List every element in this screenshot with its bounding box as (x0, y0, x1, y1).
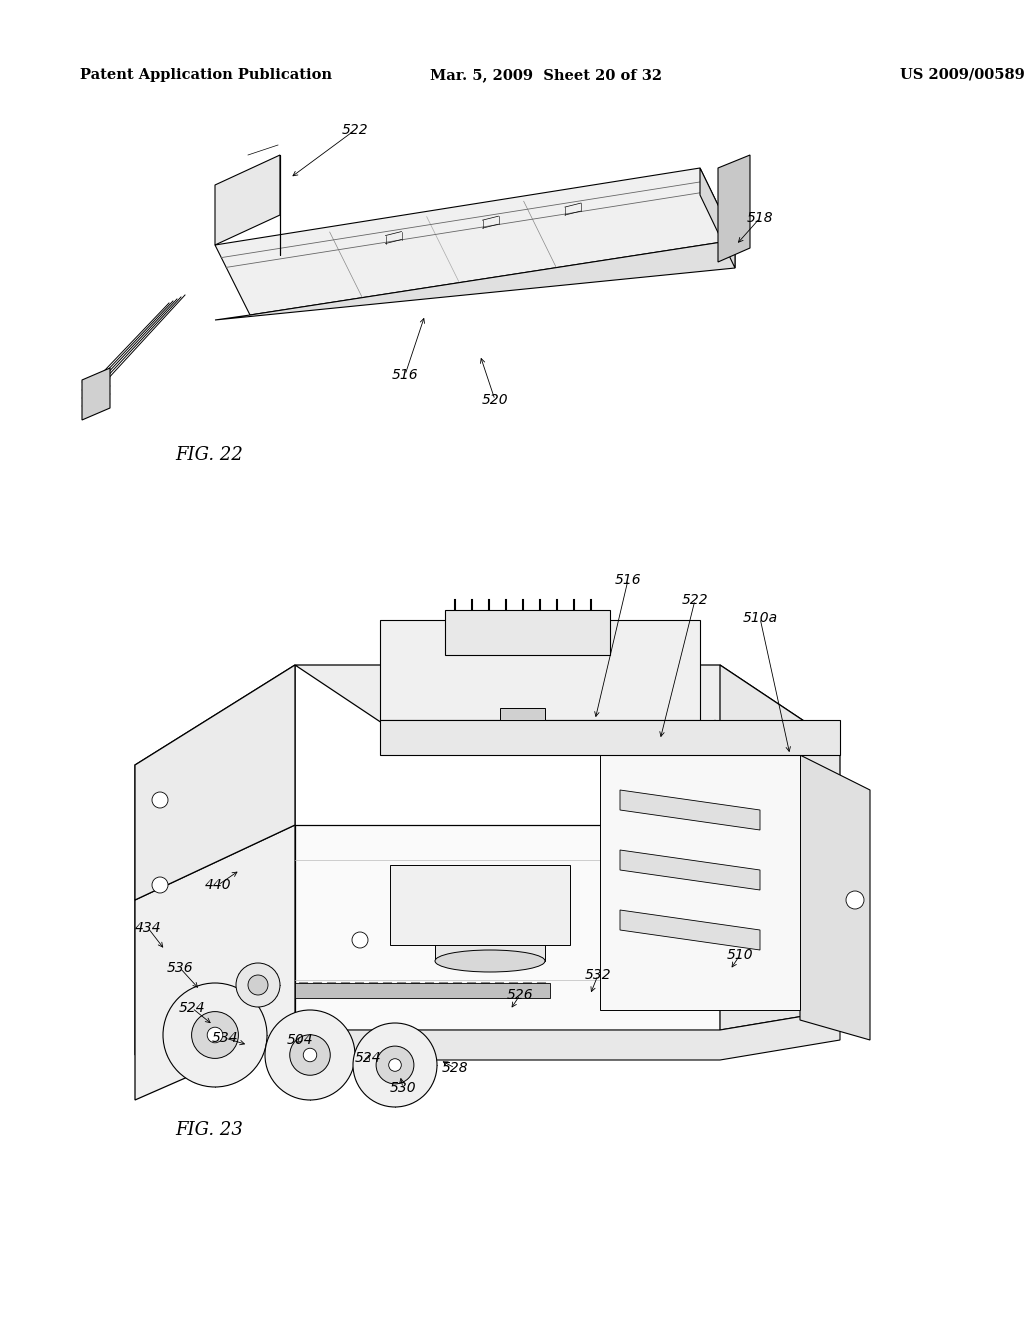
Circle shape (207, 1027, 223, 1043)
Polygon shape (135, 665, 295, 1055)
Text: 534: 534 (212, 1031, 239, 1045)
Polygon shape (718, 154, 750, 261)
Circle shape (353, 1023, 437, 1107)
Circle shape (163, 983, 267, 1086)
Polygon shape (295, 825, 720, 1030)
Polygon shape (435, 895, 545, 961)
Text: 510: 510 (727, 948, 754, 962)
Text: 518: 518 (746, 211, 773, 224)
Text: 510a: 510a (742, 611, 777, 624)
Circle shape (191, 1011, 239, 1059)
Circle shape (389, 1059, 401, 1072)
Circle shape (265, 1010, 355, 1100)
Text: 528: 528 (441, 1061, 468, 1074)
Text: 516: 516 (392, 368, 419, 381)
Text: 440: 440 (205, 878, 231, 892)
Polygon shape (295, 665, 840, 744)
Polygon shape (380, 719, 840, 755)
Text: 522: 522 (682, 593, 709, 607)
Polygon shape (700, 168, 735, 268)
Text: FIG. 23: FIG. 23 (175, 1121, 243, 1139)
Polygon shape (215, 168, 735, 315)
Circle shape (376, 1045, 414, 1084)
Circle shape (303, 1048, 316, 1061)
Ellipse shape (435, 884, 545, 906)
Polygon shape (720, 665, 840, 1030)
Polygon shape (620, 789, 760, 830)
Circle shape (152, 792, 168, 808)
Polygon shape (620, 850, 760, 890)
Circle shape (248, 975, 268, 995)
Circle shape (846, 891, 864, 909)
Circle shape (236, 964, 280, 1007)
Polygon shape (380, 620, 700, 719)
Polygon shape (295, 1010, 840, 1060)
Polygon shape (215, 154, 280, 246)
Polygon shape (620, 909, 760, 950)
Text: 522: 522 (342, 123, 369, 137)
Polygon shape (215, 240, 735, 319)
Text: 524: 524 (354, 1051, 381, 1065)
Polygon shape (135, 665, 295, 900)
Text: 520: 520 (481, 393, 508, 407)
Polygon shape (82, 368, 110, 420)
Text: 530: 530 (390, 1081, 417, 1096)
Text: 526: 526 (507, 987, 534, 1002)
Polygon shape (295, 983, 550, 998)
Polygon shape (135, 825, 295, 1100)
Text: US 2009/0058924 A1: US 2009/0058924 A1 (900, 69, 1024, 82)
Text: Mar. 5, 2009  Sheet 20 of 32: Mar. 5, 2009 Sheet 20 of 32 (430, 69, 663, 82)
Text: FIG. 22: FIG. 22 (175, 446, 243, 465)
Text: 516: 516 (614, 573, 641, 587)
Circle shape (290, 1035, 331, 1076)
Text: Patent Application Publication: Patent Application Publication (80, 69, 332, 82)
Circle shape (352, 932, 368, 948)
Polygon shape (445, 610, 610, 655)
Text: 434: 434 (135, 921, 162, 935)
Polygon shape (600, 755, 800, 1010)
Text: 524: 524 (178, 1001, 206, 1015)
Ellipse shape (435, 950, 545, 972)
Text: 532: 532 (585, 968, 611, 982)
Polygon shape (500, 708, 545, 719)
Text: 536: 536 (167, 961, 194, 975)
Circle shape (152, 876, 168, 894)
Bar (390, 865, 570, 945)
Polygon shape (800, 755, 870, 1040)
Text: 504: 504 (287, 1034, 313, 1047)
